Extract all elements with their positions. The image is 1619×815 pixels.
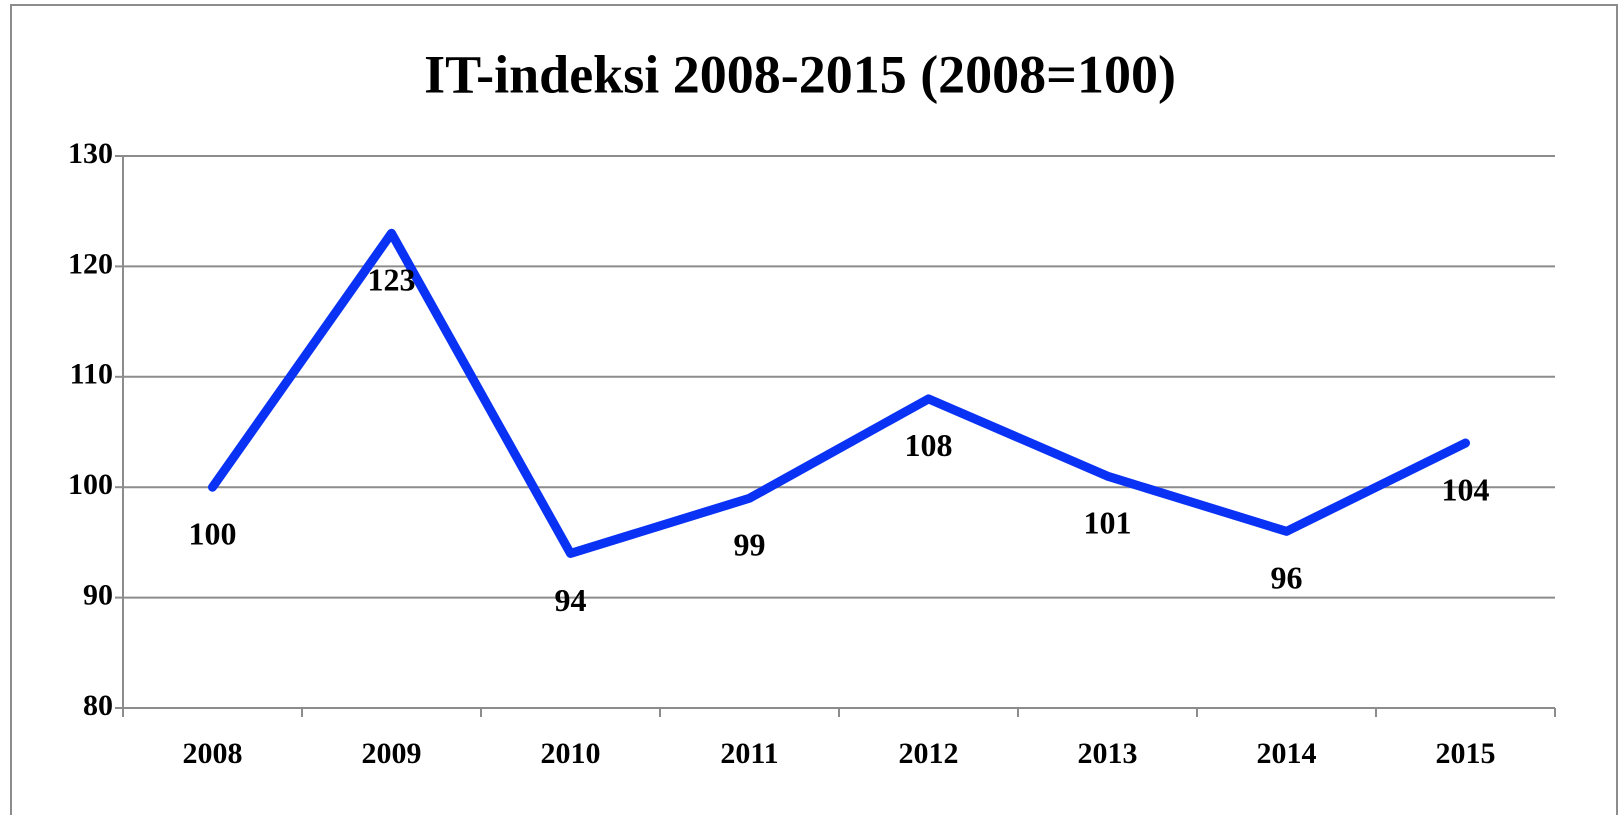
- x-tick-label: 2013: [1078, 737, 1138, 770]
- x-tick-label: 2008: [183, 737, 243, 770]
- data-line: [208, 228, 1470, 558]
- x-tick-label: 2009: [362, 737, 422, 770]
- x-tick-label: 2012: [899, 737, 959, 770]
- data-label: 101: [1084, 505, 1132, 541]
- y-tick-label: 120: [68, 247, 113, 280]
- y-tick-label: 90: [83, 578, 113, 611]
- data-label: 104: [1442, 471, 1490, 507]
- y-tick-label: 130: [68, 137, 113, 170]
- y-tick-label: 110: [70, 358, 113, 391]
- chart-frame: [10, 4, 1618, 815]
- y-tick-label: 80: [83, 689, 113, 722]
- chart-title: IT-indeksi 2008-2015 (2008=100): [424, 44, 1176, 104]
- data-label: 96: [1271, 560, 1303, 596]
- x-tick-label: 2015: [1436, 737, 1496, 770]
- y-tick-label: 100: [68, 468, 113, 501]
- data-label: 99: [734, 527, 766, 563]
- data-label: 100: [189, 516, 237, 552]
- data-label: 108: [905, 427, 953, 463]
- data-label: 123: [368, 262, 416, 298]
- x-tick-label: 2011: [720, 737, 778, 770]
- x-tick-label: 2014: [1257, 737, 1317, 770]
- x-tick-label: 2010: [541, 737, 601, 770]
- data-label: 94: [555, 582, 587, 618]
